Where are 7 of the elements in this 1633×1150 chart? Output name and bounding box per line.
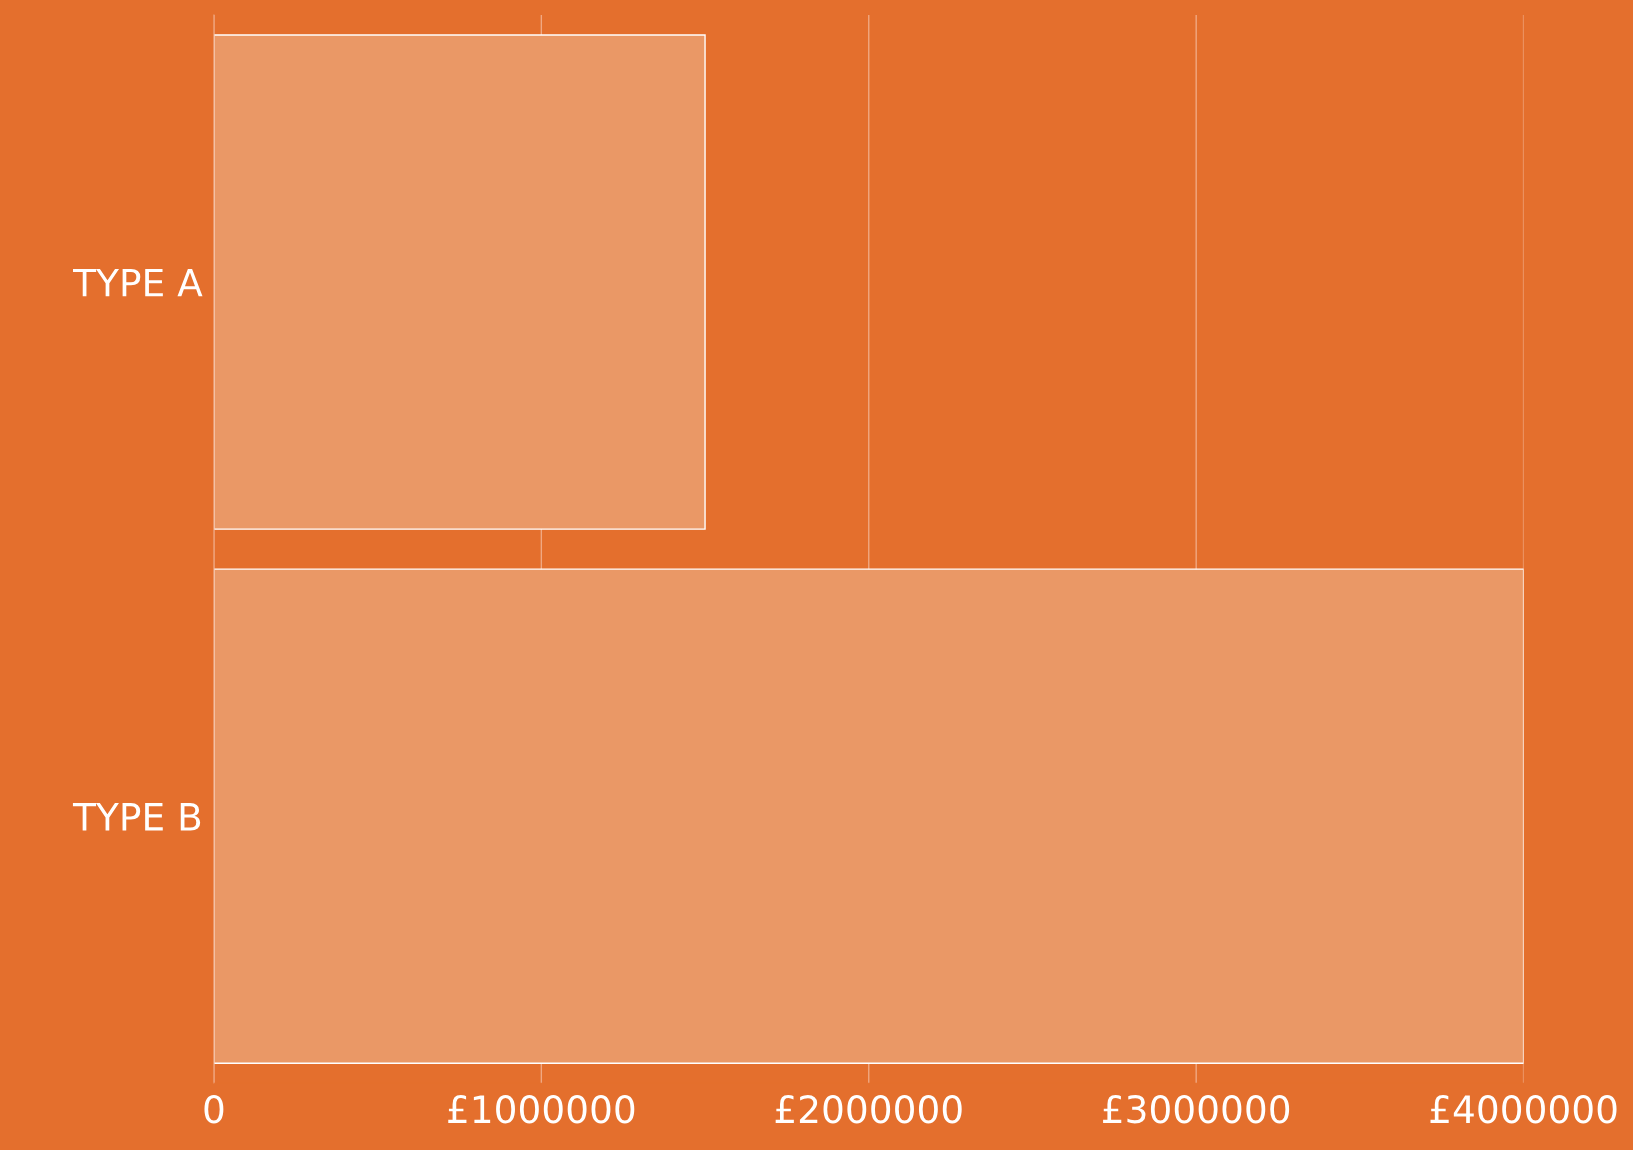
x-tick-label: £1000000	[448, 1095, 635, 1124]
x-tick-label: 0	[204, 1095, 224, 1124]
y-tick-label: TYPE A	[73, 268, 203, 297]
x-tick-label: £4000000	[1430, 1095, 1617, 1124]
y-tick-label: TYPE B	[72, 803, 201, 831]
x-tick-label: £3000000	[1103, 1095, 1290, 1124]
x-tick-label: £2000000	[775, 1095, 962, 1124]
